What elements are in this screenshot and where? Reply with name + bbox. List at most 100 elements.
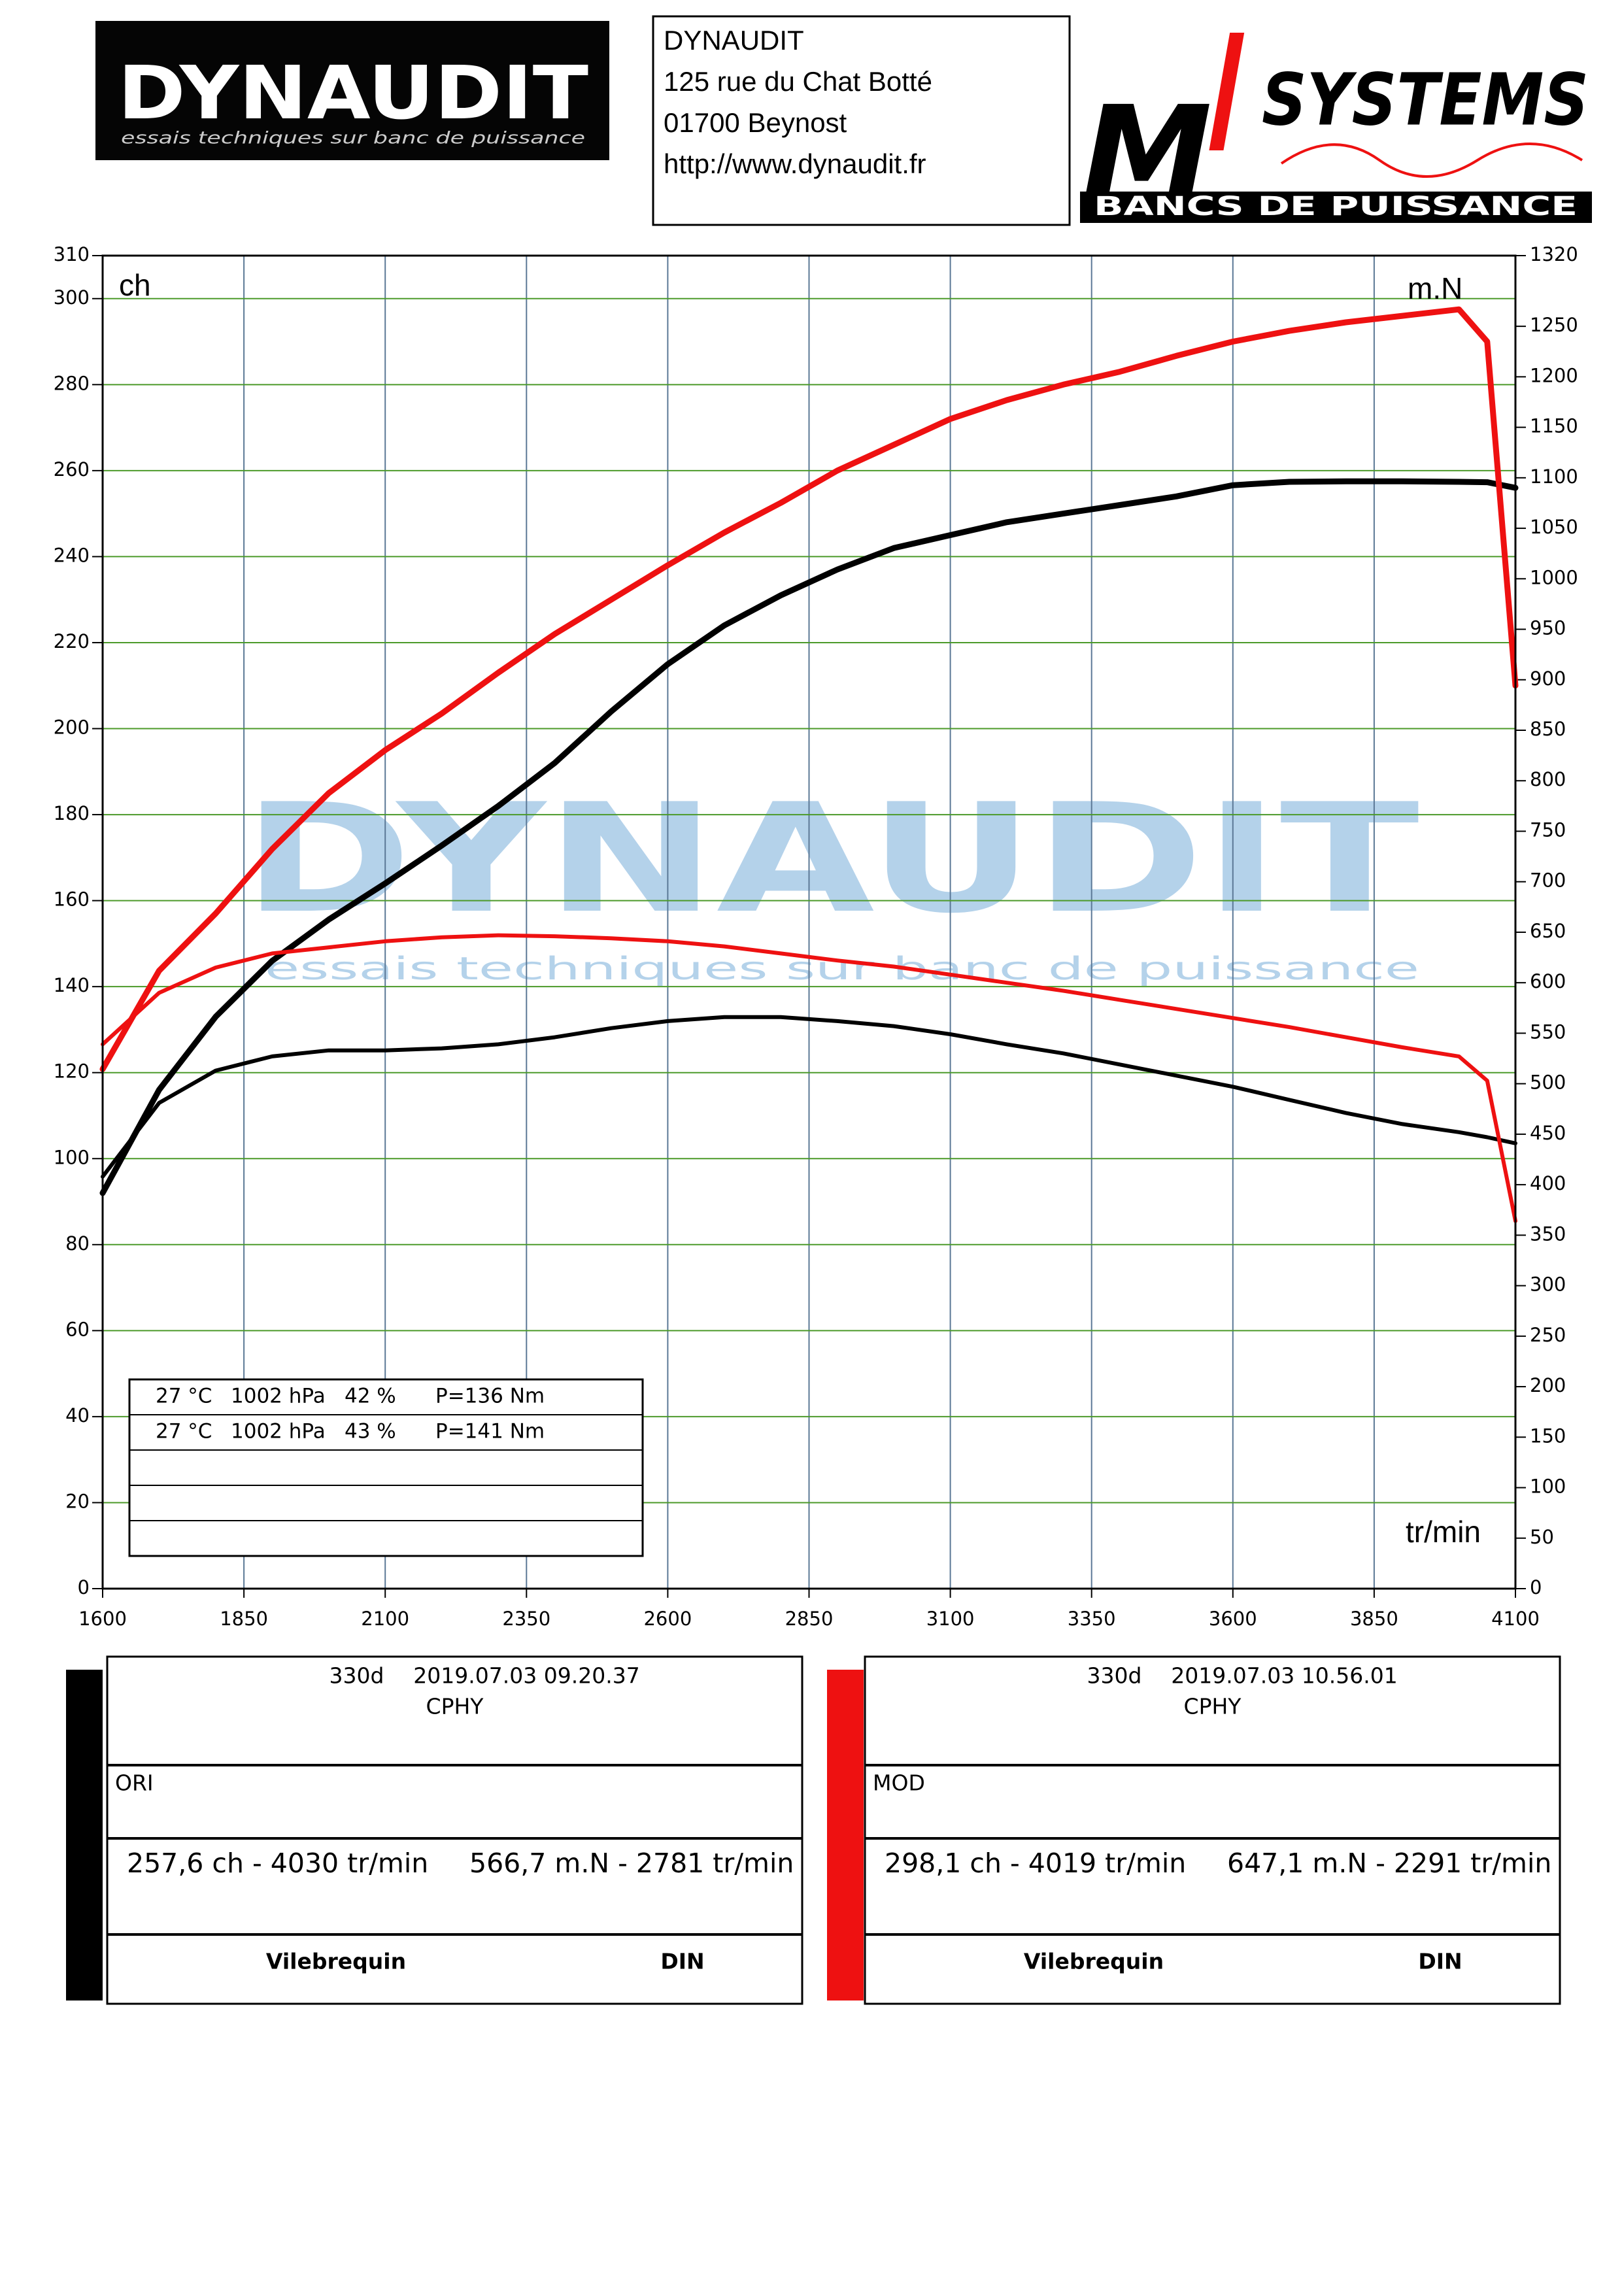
logo-stroke: [1209, 33, 1245, 150]
logo-box: [95, 21, 609, 160]
logo-word: SYSTEMS: [1262, 58, 1589, 141]
x-axis-label: tr/min: [1406, 1515, 1481, 1549]
y-tick-label: 180: [54, 802, 90, 824]
run-timestamp: 2019.07.03 09.20.37: [413, 1663, 639, 1689]
y-tick-label: 0: [78, 1576, 90, 1598]
y2-tick-label: 850: [1530, 718, 1566, 740]
y2-tick-label: 250: [1530, 1324, 1566, 1346]
address: DYNAUDIT 125 rue du Chat Botté 01700 Beyno…: [664, 25, 932, 179]
x-tick-label: 1850: [220, 1608, 268, 1630]
conditions-cell: 27 °C: [156, 1420, 212, 1443]
x-tick-label: 3350: [1068, 1608, 1116, 1630]
y2-tick-label: 750: [1530, 819, 1566, 841]
run-shaft: Vilebrequin: [1024, 1949, 1164, 1974]
y-tick-label: 120: [54, 1060, 90, 1083]
y2-tick-label: 1250: [1530, 314, 1578, 336]
run-label: ORI: [115, 1770, 154, 1796]
torque-line: [101, 933, 1517, 1223]
y-tick-label: 140: [54, 974, 90, 996]
address-box: [652, 15, 1071, 226]
run-torque: 566,7 m.N - 2781 tr/min: [469, 1848, 794, 1879]
y-tick-label: 160: [54, 888, 90, 911]
x-tick-label: 3100: [926, 1608, 975, 1630]
plot-lines: [99, 306, 1519, 1223]
conditions-cell: 42 %: [345, 1385, 396, 1408]
conditions-box: [128, 1378, 644, 1557]
power-line: [99, 306, 1519, 1072]
x-tick-label: 4100: [1491, 1608, 1540, 1630]
run-color-bar: [827, 1670, 864, 2001]
power-line: [99, 478, 1519, 1196]
y-tick-label: 40: [65, 1404, 90, 1427]
run-box: [106, 1655, 803, 2005]
y2-tick-label: 800: [1530, 768, 1566, 790]
logo-wave: [1280, 143, 1583, 178]
conditions-cell: 43 %: [345, 1420, 396, 1443]
run-code: CPHY: [1184, 1694, 1242, 1719]
x-tick-label: 3600: [1209, 1608, 1257, 1630]
address-line: DYNAUDIT: [664, 25, 804, 56]
x-tick-label: 2350: [502, 1608, 550, 1630]
y-tick-label: 280: [54, 372, 90, 394]
run-vehicle: 330d: [1087, 1663, 1142, 1689]
conditions-cell: 27 °C: [156, 1385, 212, 1408]
y-tick-label: 220: [54, 630, 90, 652]
y2-tick-label: 1000: [1530, 566, 1578, 588]
plot-frame: [101, 254, 1517, 1590]
conditions-table: 27 °C 1002 hPa 42 % P=136 Nm 27 °C 1002 hPa 43…: [128, 1378, 644, 1557]
y2-tick-label: 200: [1530, 1374, 1566, 1396]
x-tick-label: 3850: [1350, 1608, 1398, 1630]
torque-line: [101, 1015, 1517, 1179]
x-tick-label: 2600: [643, 1608, 692, 1630]
x-tick-label: 2100: [361, 1608, 409, 1630]
run-tables: 330d 2019.07.03 09.20.37 CPHY ORI 257,6 ch -…: [66, 1655, 1561, 2005]
y2-tick-label: 950: [1530, 617, 1566, 639]
y2-tick-label: 400: [1530, 1172, 1566, 1194]
y2-tick-label: 1100: [1530, 465, 1578, 488]
y2-tick-label: 150: [1530, 1425, 1566, 1447]
logo-tagline: BANCS DE PUISSANCE: [1094, 192, 1578, 222]
logo-tagline: essais techniques sur banc de puissance: [121, 129, 585, 148]
run-power: 257,6 ch - 4030 tr/min: [127, 1848, 428, 1879]
conditions-cell: P=136 Nm: [435, 1385, 545, 1408]
run-color-bar: [66, 1670, 103, 2001]
y-axis-label: ch: [119, 268, 151, 302]
y2-tick-label: 500: [1530, 1072, 1566, 1094]
y2-axis-label: m.N: [1408, 271, 1462, 305]
conditions-cell: 1002 hPa: [231, 1420, 326, 1443]
run-norm: DIN: [660, 1949, 704, 1974]
y2-tick-label: 1150: [1530, 415, 1578, 437]
y-tick-label: 310: [54, 243, 90, 265]
run-vehicle: 330d: [329, 1663, 384, 1689]
y2-tick-label: 550: [1530, 1021, 1566, 1043]
run-label: MOD: [873, 1770, 925, 1796]
right-logo: M SYSTEMS BANCS DE PUISSANCE: [1080, 33, 1592, 231]
watermark-tagline: essais techniques sur banc de puissance: [265, 951, 1419, 987]
run-torque: 647,1 m.N - 2291 tr/min: [1227, 1848, 1551, 1879]
address-line: 01700 Beynost: [664, 107, 847, 138]
conditions-cell: 1002 hPa: [231, 1385, 326, 1408]
y2-tick-label: 1320: [1530, 243, 1578, 265]
watermark: DYNAUDIT: [243, 772, 1419, 947]
run-box: [864, 1655, 1561, 2005]
run-timestamp: 2019.07.03 10.56.01: [1171, 1663, 1397, 1689]
y-tick-label: 300: [54, 286, 90, 309]
y-tick-label: 100: [54, 1146, 90, 1168]
address-line: http://www.dynaudit.fr: [664, 148, 926, 179]
run-power: 298,1 ch - 4019 tr/min: [885, 1848, 1186, 1879]
y2-tick-label: 300: [1530, 1274, 1566, 1296]
run-norm: DIN: [1418, 1949, 1462, 1974]
y-tick-label: 200: [54, 717, 90, 739]
x-tick-label: 2850: [785, 1608, 834, 1630]
y2-tick-label: 100: [1530, 1476, 1566, 1498]
y2-tick-label: 1050: [1530, 516, 1578, 538]
logo-text: DYNAUDIT: [118, 51, 588, 136]
y-tick-label: 260: [54, 458, 90, 481]
y2-tick-label: 0: [1530, 1576, 1542, 1598]
y2-tick-label: 650: [1530, 920, 1566, 942]
y-tick-label: 240: [54, 544, 90, 566]
y2-tick-label: 1200: [1530, 364, 1578, 386]
y2-tick-label: 350: [1530, 1223, 1566, 1245]
